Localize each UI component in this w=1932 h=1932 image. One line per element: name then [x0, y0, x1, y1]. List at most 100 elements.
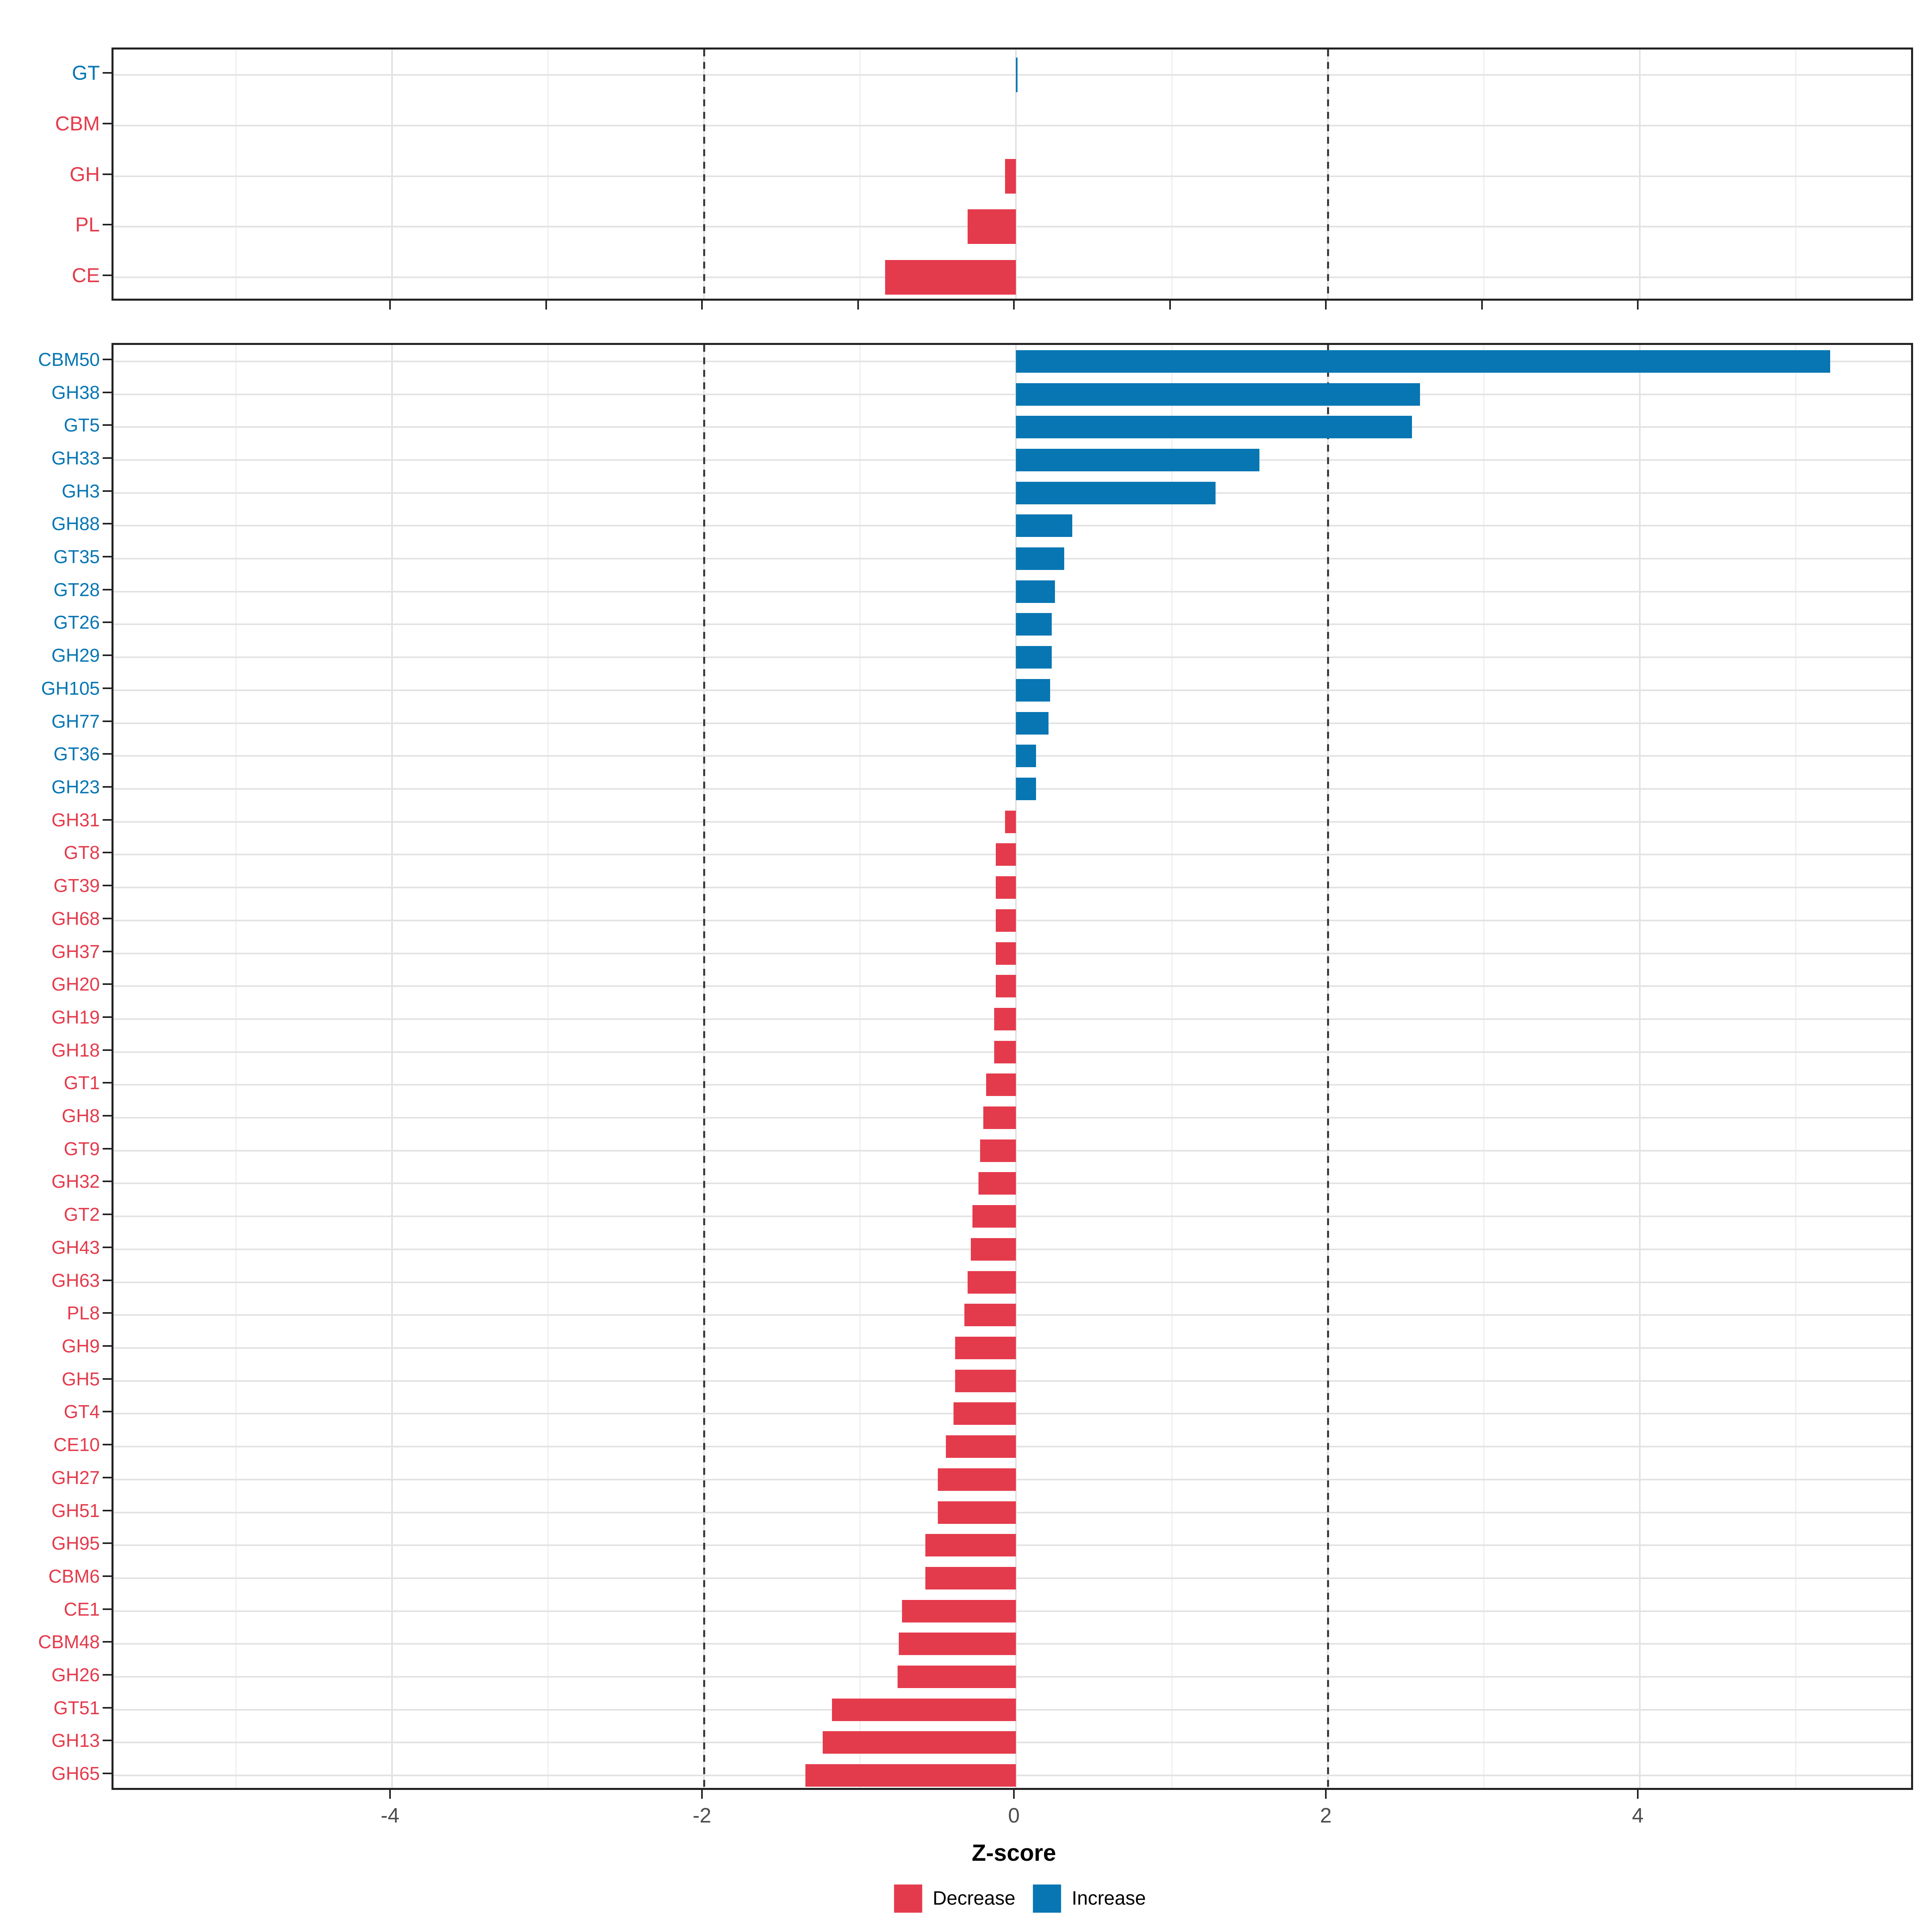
bar-GH5	[955, 1369, 1016, 1392]
bar-GH95	[925, 1534, 1016, 1557]
vertical-gridline	[1171, 50, 1172, 299]
y-axis-tick	[103, 72, 111, 74]
horizontal-gridline	[114, 722, 1911, 724]
bar-GH9	[955, 1336, 1016, 1359]
y-axis-tick	[103, 1049, 111, 1051]
row-label-CBM48: CBM48	[38, 1631, 100, 1653]
row-label-GH13: GH13	[51, 1730, 100, 1751]
vertical-gridline	[391, 345, 393, 1788]
x-axis-tick	[1637, 301, 1639, 310]
bar-GH77	[1016, 712, 1049, 735]
vertical-gridline	[1483, 345, 1484, 1788]
row-label-GH3: GH3	[62, 480, 100, 502]
vertical-gridline	[1483, 50, 1484, 299]
bar-CBM48	[899, 1633, 1016, 1655]
horizontal-gridline	[114, 656, 1911, 658]
y-axis-tick	[103, 885, 111, 887]
y-axis-tick	[103, 1279, 111, 1281]
y-axis-tick	[103, 490, 111, 492]
y-axis-tick	[103, 654, 111, 656]
bar-CE	[885, 260, 1016, 295]
decrease-swatch	[894, 1885, 923, 1913]
bar-GT51	[832, 1698, 1016, 1721]
bar-CE1	[902, 1600, 1016, 1622]
bar-GT39	[995, 876, 1016, 899]
bar-GH37	[995, 942, 1016, 965]
x-axis-tick	[1637, 1790, 1639, 1799]
row-label-GT51: GT51	[53, 1697, 100, 1718]
y-axis-tick	[103, 1740, 111, 1742]
row-label-GH105: GH105	[41, 677, 100, 699]
y-axis-tick	[103, 983, 111, 985]
row-label-GH29: GH29	[51, 645, 100, 666]
x-axis-tick	[389, 1790, 391, 1799]
y-axis-tick	[103, 457, 111, 459]
y-axis-tick	[103, 1312, 111, 1314]
row-label-GT9: GT9	[64, 1138, 100, 1159]
enzyme-class-panel	[111, 47, 1913, 301]
y-axis-tick	[103, 424, 111, 426]
row-label-GH77: GH77	[51, 710, 100, 732]
row-label-GT36: GT36	[53, 743, 100, 765]
row-label-GH33: GH33	[51, 447, 100, 469]
row-label-CE: CE	[72, 264, 100, 287]
bar-CE10	[945, 1435, 1016, 1458]
bar-GH63	[967, 1271, 1016, 1294]
x-axis-tick-label: -4	[380, 1804, 400, 1827]
y-axis-tick	[103, 1115, 111, 1117]
horizontal-gridline	[114, 525, 1911, 527]
row-label-GH31: GH31	[51, 809, 100, 830]
bar-GT9	[980, 1139, 1016, 1162]
x-axis-tick-label: 4	[1632, 1804, 1644, 1827]
row-label-GH43: GH43	[51, 1236, 100, 1258]
y-axis-tick	[103, 1608, 111, 1610]
bar-GT	[1016, 57, 1018, 92]
bar-GH88	[1016, 514, 1072, 537]
row-label-GH: GH	[70, 163, 100, 186]
vertical-gridline	[859, 345, 861, 1788]
vertical-gridline	[859, 50, 861, 299]
y-axis-tick	[103, 275, 111, 277]
vertical-gridline	[235, 50, 237, 299]
y-axis-tick	[103, 358, 111, 360]
bar-GH20	[995, 975, 1016, 998]
x-axis-tick	[1169, 301, 1171, 310]
dashed-reference-line	[1327, 50, 1329, 299]
y-axis-tick	[103, 917, 111, 919]
y-axis-tick	[103, 1378, 111, 1380]
y-axis-tick	[103, 173, 111, 175]
legend-item-increase: Increase	[1033, 1885, 1146, 1913]
x-axis-tick	[1481, 301, 1483, 310]
row-label-GH26: GH26	[51, 1664, 100, 1686]
bar-GH27	[938, 1468, 1016, 1491]
y-axis-tick	[103, 1246, 111, 1248]
row-label-PL8: PL8	[67, 1302, 100, 1324]
bar-GH43	[970, 1238, 1016, 1261]
y-axis-tick	[103, 1773, 111, 1775]
row-label-GT35: GT35	[53, 546, 100, 568]
y-axis-tick	[103, 1444, 111, 1446]
row-label-GH88: GH88	[51, 513, 100, 535]
y-axis-tick	[103, 1641, 111, 1643]
bar-GT4	[954, 1402, 1016, 1425]
row-label-GT1: GT1	[64, 1072, 100, 1094]
bar-GT8	[995, 843, 1016, 866]
horizontal-gridline	[114, 755, 1911, 757]
legend-item-decrease: Decrease	[894, 1885, 1016, 1913]
x-axis-tick	[389, 301, 391, 310]
bar-GT35	[1016, 547, 1065, 570]
bar-GT36	[1016, 745, 1036, 768]
row-label-GH95: GH95	[51, 1533, 100, 1554]
dashed-reference-line	[1327, 345, 1329, 1788]
row-label-GH63: GH63	[51, 1269, 100, 1291]
bar-GH18	[994, 1040, 1016, 1063]
x-axis-tick	[701, 301, 703, 310]
bar-PL	[967, 209, 1016, 244]
horizontal-gridline	[114, 426, 1911, 428]
row-label-GH5: GH5	[62, 1368, 100, 1389]
row-label-GH51: GH51	[51, 1500, 100, 1521]
bar-GH26	[897, 1666, 1016, 1688]
horizontal-gridline	[114, 74, 1911, 76]
y-axis-tick	[103, 852, 111, 854]
y-axis-tick	[103, 1707, 111, 1709]
